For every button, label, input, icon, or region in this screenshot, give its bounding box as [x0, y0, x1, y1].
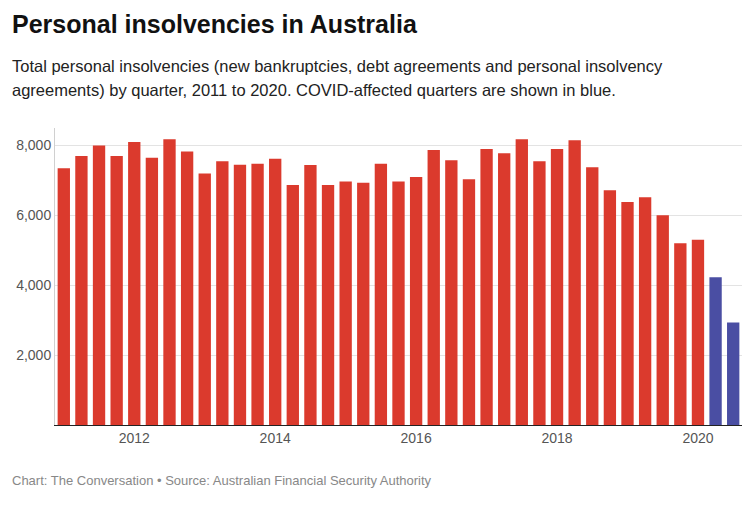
svg-text:6,000: 6,000: [16, 207, 51, 223]
svg-text:2,000: 2,000: [16, 347, 51, 363]
html-text:Total personal insolvencies (n: Total personal insolvencies (new bankrup…: [12, 57, 663, 99]
svg-text:4,000: 4,000: [16, 277, 51, 293]
svg-text:8,000: 8,000: [16, 137, 51, 153]
html-text:Chart: The Conversation • Sour: Chart: The Conversation • Source: Austra…: [12, 473, 432, 488]
svg-text:2018: 2018: [541, 430, 572, 446]
svg-text:2020: 2020: [682, 430, 713, 446]
html-text:Personal insolvencies in Austr: Personal insolvencies in Australia: [12, 10, 417, 38]
svg-text:2012: 2012: [119, 430, 150, 446]
svg-text:2014: 2014: [260, 430, 291, 446]
svg-text:2016: 2016: [401, 430, 432, 446]
